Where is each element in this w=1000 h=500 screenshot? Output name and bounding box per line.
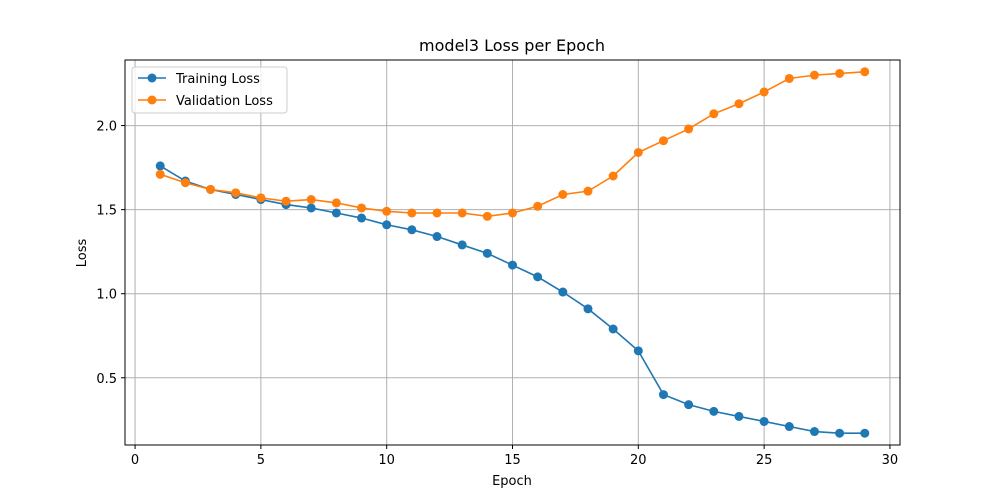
data-point <box>860 428 870 438</box>
data-point <box>734 411 744 421</box>
data-point <box>684 124 694 134</box>
data-point <box>835 428 845 438</box>
legend-marker-training <box>147 73 157 83</box>
data-point <box>608 324 618 334</box>
data-point <box>382 220 392 230</box>
data-point <box>281 196 291 206</box>
x-tick-label: 30 <box>882 453 899 468</box>
y-tick-label: 0.5 <box>96 372 117 387</box>
data-point <box>633 147 643 157</box>
data-point <box>583 186 593 196</box>
data-point <box>407 225 417 235</box>
series-validation-loss <box>155 67 870 221</box>
legend-box <box>131 66 288 114</box>
data-point <box>382 206 392 216</box>
data-point <box>357 213 367 223</box>
data-point <box>583 304 593 314</box>
data-point <box>155 161 165 171</box>
data-point <box>508 260 517 270</box>
data-point <box>357 203 367 213</box>
data-point <box>809 427 819 437</box>
x-axis-ticks: 0 5 10 15 20 25 30 <box>131 445 898 468</box>
y-tick-label: 1.0 <box>96 288 117 303</box>
series-training-loss <box>155 161 870 438</box>
data-point <box>558 287 568 297</box>
data-point <box>533 201 543 211</box>
legend-label-validation: Validation Loss <box>176 94 273 109</box>
data-point <box>482 211 492 221</box>
data-point <box>784 422 794 432</box>
data-point <box>658 136 668 146</box>
data-point <box>633 346 643 356</box>
grid-lines <box>125 60 900 445</box>
series-layer <box>155 67 870 438</box>
data-point <box>331 208 341 218</box>
x-tick-label: 0 <box>131 453 139 468</box>
x-tick-label: 20 <box>630 453 647 468</box>
data-point <box>533 272 543 282</box>
data-point <box>709 109 719 119</box>
data-point <box>658 390 668 400</box>
data-point <box>759 416 769 426</box>
legend-marker-validation <box>147 95 157 105</box>
y-tick-label: 1.5 <box>96 204 117 219</box>
data-point <box>809 70 819 80</box>
x-axis-label: Epoch <box>492 474 532 489</box>
data-point <box>306 195 316 205</box>
chart-title: model3 Loss per Epoch <box>419 36 605 55</box>
data-point <box>256 193 266 203</box>
data-point <box>457 240 467 250</box>
data-point <box>558 189 568 199</box>
y-axis-ticks: 0.5 1.0 1.5 2.0 <box>96 120 125 387</box>
data-point <box>432 208 442 218</box>
legend-label-training: Training Loss <box>175 72 260 87</box>
x-tick-label: 15 <box>504 453 521 468</box>
data-point <box>784 73 794 83</box>
y-tick-label: 2.0 <box>96 120 117 135</box>
data-point <box>206 184 216 194</box>
data-point <box>457 208 467 218</box>
data-point <box>835 68 845 78</box>
data-point <box>734 99 744 109</box>
data-point <box>709 406 719 416</box>
data-point <box>155 169 165 179</box>
data-point <box>482 248 492 258</box>
x-tick-label: 5 <box>257 453 265 468</box>
data-point <box>180 178 190 188</box>
data-point <box>608 171 618 181</box>
x-tick-label: 10 <box>378 453 395 468</box>
y-axis-label: Loss <box>75 239 90 268</box>
data-point <box>759 87 769 97</box>
data-point <box>331 198 341 208</box>
data-point <box>306 203 316 213</box>
data-point <box>508 208 517 218</box>
legend: Training Loss Validation Loss <box>131 66 288 114</box>
x-tick-label: 25 <box>756 453 773 468</box>
data-point <box>860 67 870 77</box>
data-point <box>432 232 442 242</box>
data-point <box>684 400 694 410</box>
data-point <box>407 208 417 218</box>
data-point <box>231 188 241 198</box>
